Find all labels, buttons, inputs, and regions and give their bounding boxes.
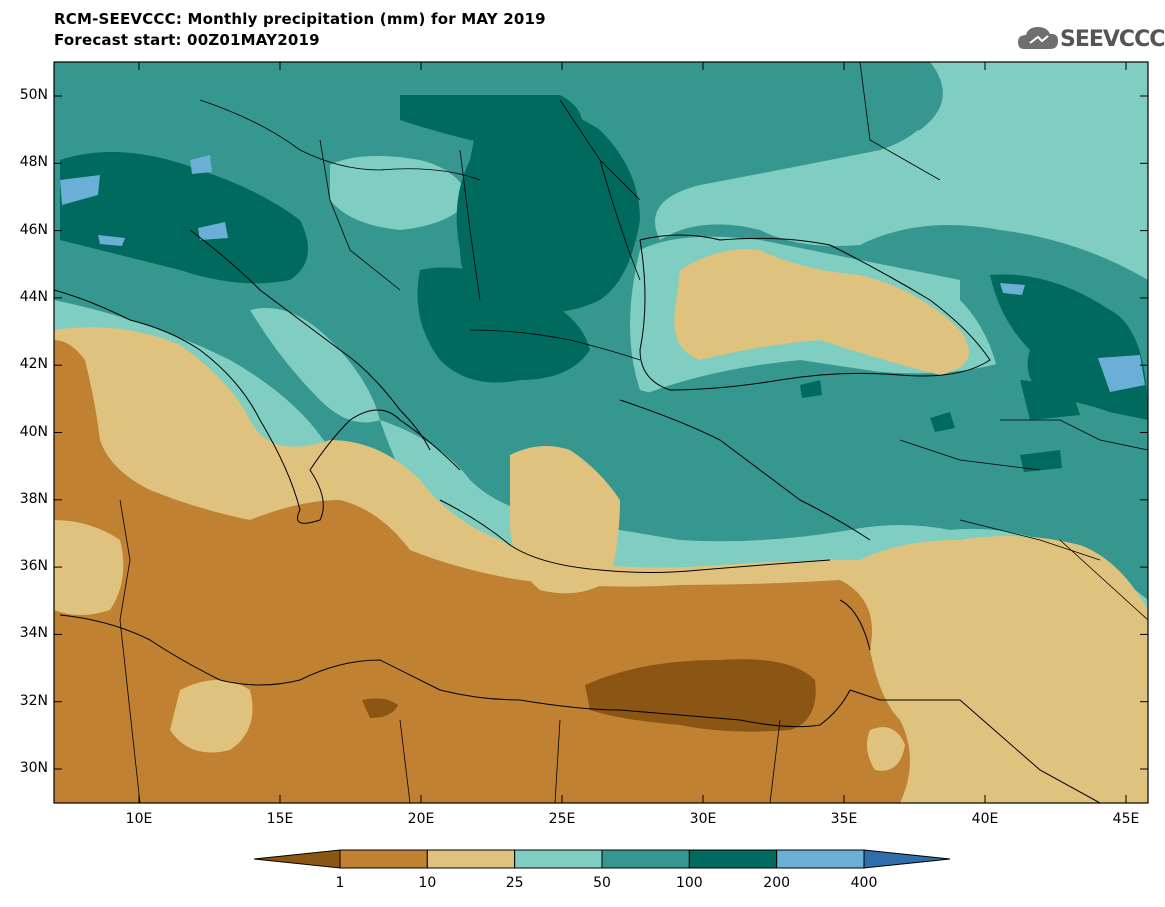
map-title: RCM-SEEVCCC: Monthly precipitation (mm) … [54, 10, 546, 28]
colorbar-swatch [776, 849, 865, 869]
seevccc-cloud-logo-icon [1018, 27, 1058, 49]
coastlines [54, 229, 1101, 803]
lat-label: 48N [19, 154, 48, 171]
colorbar-swatch [426, 849, 516, 869]
lat-label: 46N [19, 221, 48, 238]
lat-label: 50N [19, 87, 48, 103]
colorbar-swatch [863, 849, 951, 869]
colorbar-label: 1 [335, 875, 345, 891]
lat-label: 32N [19, 692, 48, 709]
colorbar [253, 849, 951, 869]
lat-label: 40N [19, 423, 48, 440]
lat-label: 38N [19, 490, 48, 507]
colorbar-swatch [688, 849, 778, 869]
lat-label: 44N [19, 288, 48, 305]
lon-label: 30E [689, 811, 717, 827]
lon-label: 45E [1112, 811, 1140, 827]
lon-label: 25E [548, 811, 576, 827]
colorbar-label: 200 [763, 875, 791, 891]
lon-label: 20E [407, 811, 435, 827]
lon-label: 40E [971, 811, 999, 827]
colorbar-label: 10 [418, 875, 437, 891]
lon-label: 15E [266, 811, 294, 827]
lat-label: 34N [19, 625, 48, 642]
lon-label: 10E [125, 811, 153, 827]
colorbar-swatch [253, 849, 341, 869]
lon-label: 35E [830, 811, 858, 827]
lat-label: 36N [19, 558, 48, 575]
colorbar-swatch [514, 849, 603, 869]
lat-label: 30N [19, 760, 48, 776]
colorbar-label: 100 [675, 875, 703, 891]
forecast-start-label: Forecast start: 00Z01MAY2019 [54, 31, 320, 49]
country-borders [119, 62, 1148, 803]
logo-text: SEEVCCC [1060, 27, 1165, 52]
precipitation-fields [54, 62, 1148, 803]
colorbar-label: 25 [505, 875, 524, 891]
lat-label: 42N [19, 356, 48, 373]
colorbar-label: 50 [593, 875, 611, 891]
colorbar-swatch [339, 849, 428, 869]
colorbar-swatch [601, 849, 690, 869]
colorbar-label: 400 [850, 875, 878, 891]
